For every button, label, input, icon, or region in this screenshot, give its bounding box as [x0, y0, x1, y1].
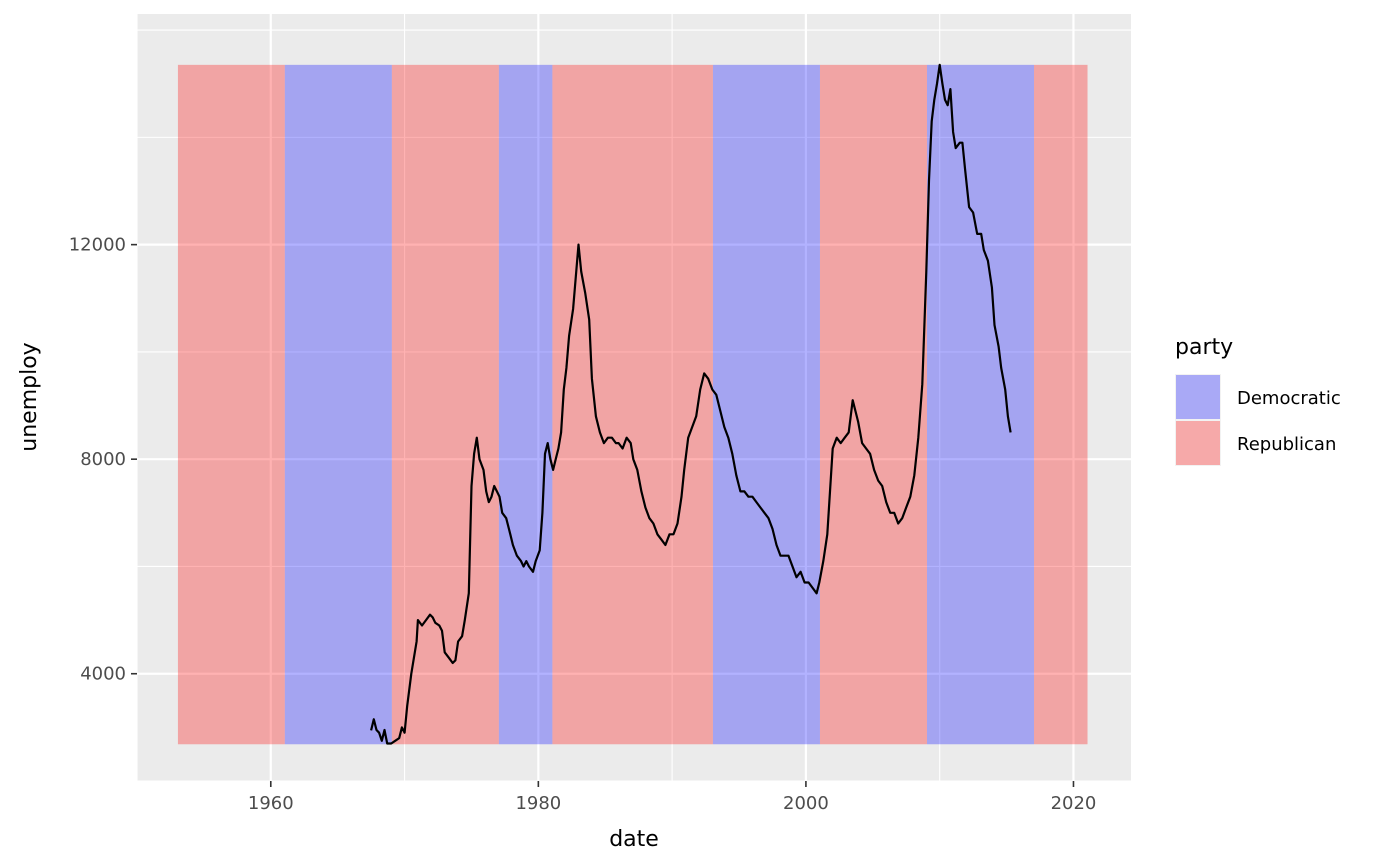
x-axis-title: date	[609, 827, 659, 852]
band-republican	[1034, 64, 1088, 745]
band-democratic	[712, 64, 820, 745]
party-bands	[177, 64, 1088, 745]
x-axis: 1960 1980 2000 2020	[248, 781, 1097, 814]
legend-swatch-democratic	[1176, 375, 1220, 419]
legend-swatch-republican	[1176, 421, 1220, 465]
x-tick-label: 2000	[783, 793, 829, 814]
x-tick-label: 1960	[248, 793, 294, 814]
legend-key-democratic	[1175, 374, 1221, 420]
band-republican	[391, 64, 499, 745]
legend: party Democratic Republican	[1175, 335, 1341, 466]
y-tick-label: 4000	[80, 664, 126, 685]
y-tick-label: 12000	[69, 235, 126, 256]
legend-label-democratic: Democratic	[1237, 388, 1341, 409]
band-democratic	[284, 64, 392, 745]
band-democratic	[926, 64, 1035, 745]
x-tick-label: 2020	[1051, 793, 1097, 814]
band-republican	[819, 64, 927, 745]
legend-key-republican	[1175, 420, 1221, 466]
band-republican	[552, 64, 713, 745]
unemploy-line	[370, 63, 1012, 745]
legend-title: party	[1175, 335, 1233, 360]
y-axis: 4000 8000 12000	[69, 235, 137, 685]
unemploy-line-series	[370, 63, 1012, 745]
y-axis-title: unemploy	[17, 342, 42, 451]
grid-minor	[136, 14, 1131, 782]
y-tick-label: 8000	[80, 449, 126, 470]
band-republican	[177, 64, 285, 745]
band-democratic	[498, 64, 553, 745]
legend-label-republican: Republican	[1237, 434, 1336, 455]
panel-background	[137, 14, 1131, 781]
x-tick-label: 1980	[515, 793, 561, 814]
